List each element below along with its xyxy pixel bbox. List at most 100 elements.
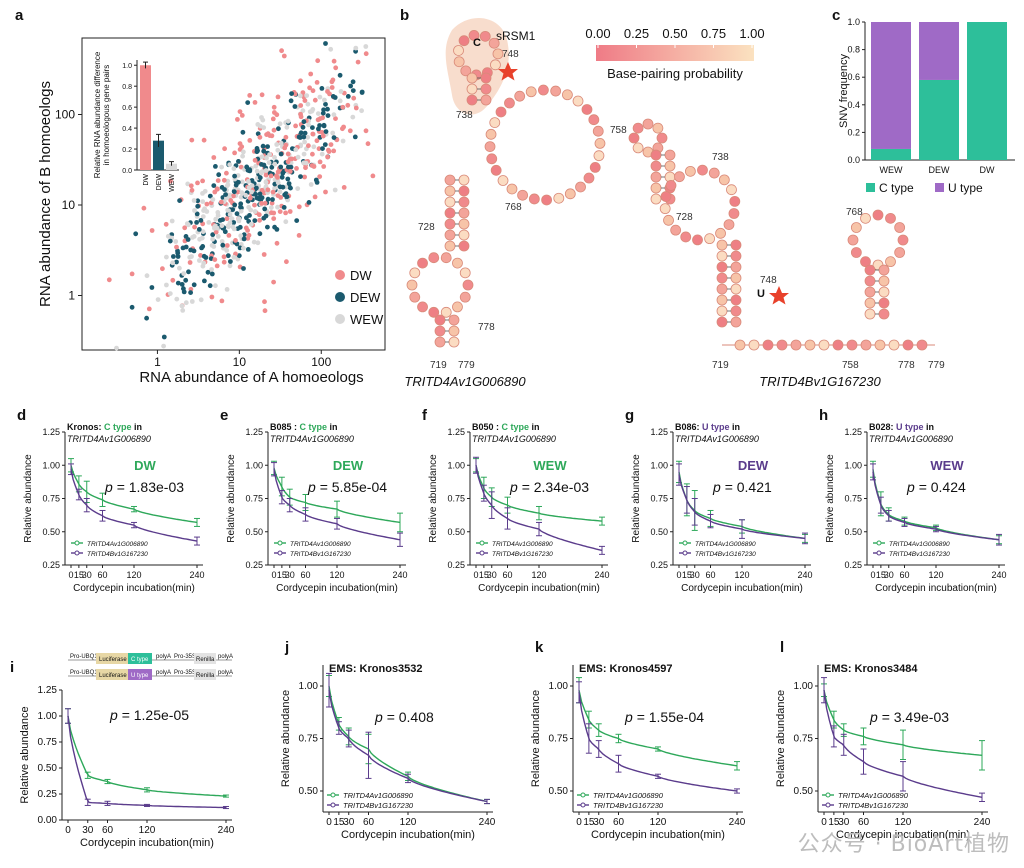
nucleotide — [594, 137, 606, 149]
x-tick-label: 120 — [928, 570, 943, 580]
x-tick-label: 15 — [277, 570, 287, 580]
construct-renilla — [194, 669, 216, 680]
nucleotide — [428, 306, 440, 318]
scatter-point-dw — [283, 142, 289, 148]
group-label: WEW — [930, 458, 964, 473]
scatter-point-dw — [243, 225, 249, 231]
nucleotide — [888, 339, 900, 351]
position-label: 768 — [846, 207, 863, 218]
x-tick-label: 15 — [583, 817, 595, 828]
nucleotide — [650, 182, 662, 194]
legend-label: TRITD4Bv1G167230 — [695, 551, 756, 558]
nucleotide — [480, 94, 492, 106]
panel-title: EMS: Kronos3484 — [824, 663, 918, 675]
p-value: p = 0.408 — [374, 709, 434, 725]
scatter-point-dew — [183, 244, 189, 250]
nucleotide — [860, 212, 871, 224]
nucleotide — [490, 59, 501, 71]
nucleotide — [592, 125, 604, 137]
legend-marker — [74, 540, 80, 546]
x-tick-label: 30 — [82, 825, 94, 836]
p-value: p = 1.25e-05 — [109, 707, 189, 723]
nucleotide — [628, 132, 640, 144]
scatter-point-dw — [256, 212, 262, 218]
scatter-point-wew — [226, 224, 231, 230]
scatter-point-wew — [227, 212, 233, 217]
scatter-point-wew — [231, 254, 237, 260]
scatter-point-dw — [270, 189, 276, 195]
scatter-point-dw — [211, 155, 217, 160]
genotype-type: C type — [502, 422, 530, 432]
scatter-point-wew — [278, 140, 284, 146]
nucleotide-mark: U — [757, 288, 765, 300]
x-tick-label: 120 — [650, 817, 667, 828]
panel-label: i — [10, 659, 14, 676]
scatter-point-dw — [189, 137, 195, 143]
scatter-point-wew — [164, 254, 169, 260]
scatter-point-wew — [246, 179, 251, 184]
nucleotide — [593, 150, 605, 162]
group-label: DW — [134, 458, 156, 473]
scatter-point-dw — [363, 128, 369, 134]
structure-title-right: TRITD4Bv1G167230 — [759, 374, 881, 389]
nucleotide — [409, 267, 421, 279]
nucleotide — [528, 193, 540, 205]
position-label: 778 — [898, 360, 915, 371]
construct-renilla-label: Renilla — [196, 657, 215, 663]
nucleotide — [660, 191, 672, 202]
scatter-point-wew — [255, 122, 261, 127]
scatter-point-wew — [211, 244, 217, 249]
scatter-point-dw — [309, 163, 315, 168]
position-label: 779 — [458, 360, 475, 371]
scatter-point-wew — [180, 308, 186, 313]
x-tick-label: 60 — [613, 817, 625, 828]
scatter-point-dw — [296, 204, 302, 210]
scatter-point-dw — [200, 178, 206, 184]
scatter-point-wew — [359, 108, 364, 114]
scatter-point-dew — [348, 83, 353, 89]
scatter-point-dew — [260, 143, 266, 149]
nucleotide — [897, 234, 909, 246]
scatter-point-wew — [253, 163, 259, 169]
scatter-point-wew — [305, 101, 311, 107]
scatter-point-dew — [288, 98, 294, 104]
scatter-point-dw — [345, 102, 351, 108]
scatter-point-dw — [325, 89, 330, 94]
nucleotide — [716, 250, 728, 262]
scatter-point-dew — [288, 185, 293, 191]
scatter-point-dw — [341, 185, 347, 190]
construct-polya: polyA — [156, 654, 171, 660]
panel-gene: TRITD4Av1G006890 — [67, 434, 151, 444]
scatter-point-dw — [279, 48, 284, 54]
construct-luciferase-label: Luciferase — [99, 657, 127, 663]
nucleotide — [490, 164, 502, 176]
nucleotide — [486, 153, 498, 165]
scatter-point-wew — [227, 162, 233, 168]
scatter-point-wew — [261, 125, 267, 130]
scatter-point-dw — [323, 189, 328, 195]
x-axis-label: Cordycepin incubation(min) — [591, 829, 725, 841]
scatter-point-dw — [326, 149, 332, 154]
x-axis-label: Cordycepin incubation(min) — [836, 829, 970, 841]
scatter-point-dew — [174, 259, 179, 265]
scatter-point-dw — [355, 59, 361, 65]
scatter-point-dw — [246, 232, 252, 238]
scatter-point-dew — [300, 124, 306, 130]
scatter-point-wew — [330, 130, 336, 136]
scatter-point-dew — [171, 254, 176, 259]
x-tick-label: 120 — [400, 817, 417, 828]
scatter-point-wew — [226, 208, 232, 214]
scatter-point-dw — [237, 109, 243, 114]
scatter-point-dew — [144, 315, 150, 321]
p-number: = 1.83e-03 — [117, 479, 185, 495]
legend-label: TRITD4Av1G006890 — [838, 791, 909, 800]
p-symbol: p — [624, 709, 637, 725]
construct-type-box — [128, 653, 152, 664]
scatter-point-dew — [281, 205, 287, 210]
x-tick-label: 30 — [82, 570, 92, 580]
scatter-point-wew — [202, 188, 208, 194]
legend-label: TRITD4Av1G006890 — [695, 541, 756, 548]
scatter-point-dew — [317, 123, 322, 128]
